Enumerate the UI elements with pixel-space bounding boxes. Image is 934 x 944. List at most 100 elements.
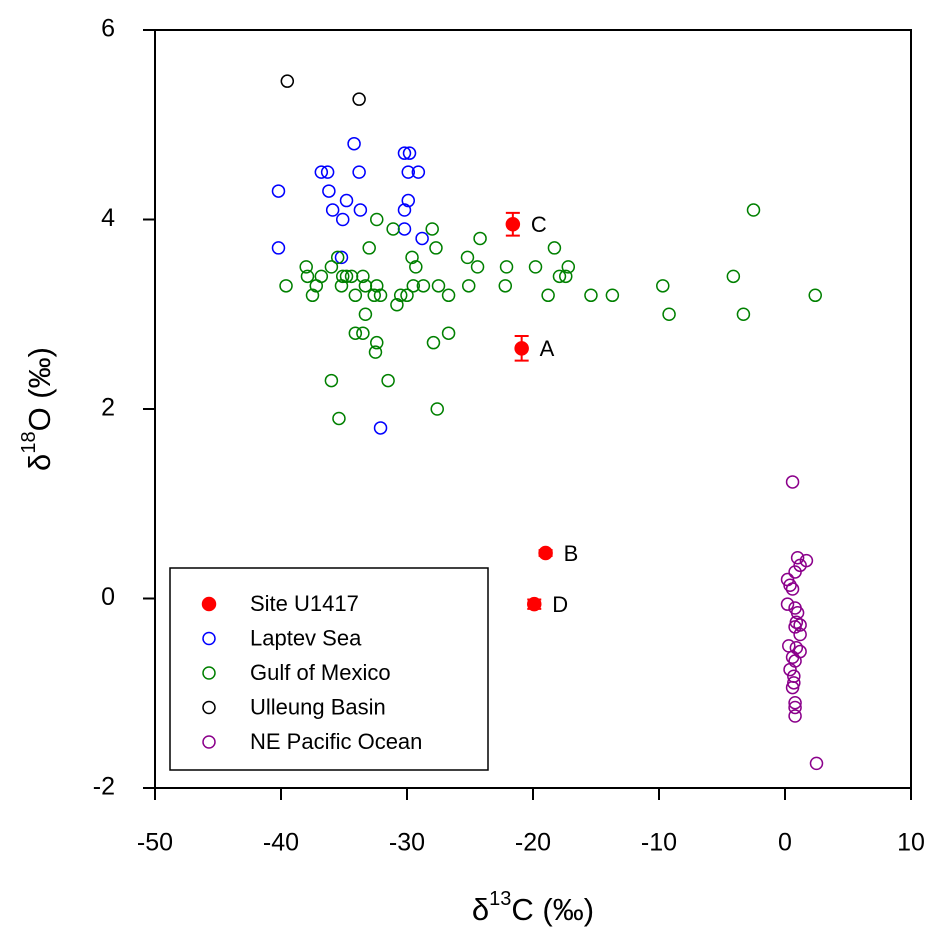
y-tick-label: -2 — [93, 773, 115, 801]
data-point — [397, 203, 412, 217]
y-axis-label: δ18O (‰) — [18, 347, 57, 471]
data-point — [552, 269, 567, 284]
data-point — [499, 260, 514, 274]
x-label-base: δ — [472, 892, 489, 927]
point-label: B — [564, 541, 579, 566]
data-point — [783, 662, 797, 677]
data-point — [541, 288, 555, 303]
data-point — [334, 250, 349, 265]
data-point — [271, 241, 286, 255]
x-axis-label: δ13C (‰) — [472, 888, 594, 927]
x-tick-label: 0 — [778, 829, 792, 857]
data-point — [347, 136, 361, 151]
data-point — [788, 565, 802, 579]
legend-frame — [169, 567, 489, 771]
data-point — [785, 680, 800, 695]
data-point — [305, 288, 320, 303]
point-label: C — [531, 212, 547, 237]
data-point — [785, 650, 800, 664]
data-point — [348, 288, 363, 303]
data-point — [400, 288, 414, 303]
data-point — [785, 582, 800, 596]
data-point — [461, 279, 476, 293]
data-point — [584, 288, 598, 303]
data-point — [367, 288, 381, 303]
data-point — [429, 241, 443, 255]
data-point — [430, 402, 444, 416]
data-point — [405, 250, 419, 265]
y-tick-label: 4 — [101, 204, 115, 232]
data-point — [559, 269, 573, 284]
data-point — [390, 298, 404, 312]
data-point — [381, 373, 395, 388]
x-tick-label: -30 — [389, 829, 425, 857]
data-point — [783, 578, 797, 592]
data-point — [498, 279, 513, 293]
data-point — [425, 222, 439, 236]
data-point — [348, 326, 363, 340]
data-point — [320, 165, 335, 179]
data-point — [790, 551, 805, 565]
data-point — [370, 212, 384, 227]
data-point — [790, 605, 805, 620]
x-label-rest: C (‰) — [511, 892, 594, 927]
y-tick-label: 6 — [101, 15, 115, 43]
x-tick-label: 10 — [897, 829, 925, 857]
data-point — [808, 288, 822, 303]
data-point — [431, 279, 446, 293]
data-point — [325, 203, 340, 217]
legend-marker — [202, 666, 216, 680]
point-label: D — [552, 592, 568, 617]
data-point — [561, 260, 576, 274]
data-point — [441, 288, 456, 303]
data-point — [314, 269, 329, 284]
data-point — [368, 345, 383, 359]
y-tick-label: 2 — [101, 394, 115, 422]
data-point — [356, 326, 370, 340]
data-point — [393, 288, 408, 303]
data-point — [460, 250, 475, 265]
data-point — [473, 231, 487, 246]
data-point — [411, 165, 426, 179]
data-point — [279, 279, 293, 293]
data-point — [401, 193, 416, 208]
legend-marker — [202, 631, 216, 646]
data-point — [324, 373, 339, 388]
data-point — [736, 307, 751, 321]
data-point — [370, 335, 384, 350]
legend-marker — [201, 596, 217, 612]
data-point — [788, 695, 802, 710]
data-point — [362, 241, 376, 255]
y-label-base: δ — [22, 454, 57, 471]
data-point — [300, 269, 315, 284]
data-point — [415, 231, 429, 246]
legend-marker — [202, 700, 216, 715]
data-point — [324, 260, 339, 274]
point-label: A — [540, 336, 555, 361]
y-tick-label: 0 — [101, 583, 115, 611]
data-point — [726, 269, 741, 284]
data-point — [785, 475, 800, 489]
x-tick-label: -50 — [137, 829, 173, 857]
data-point — [605, 288, 620, 303]
data-point — [656, 279, 670, 293]
legend-label: Laptev Sea — [250, 625, 362, 650]
data-point — [330, 250, 345, 265]
data-point — [335, 269, 350, 284]
y-label-sup: 18 — [18, 431, 40, 453]
data-point — [746, 203, 761, 217]
x-tick-label: -10 — [641, 829, 677, 857]
data-point — [356, 269, 370, 284]
data-point — [547, 241, 562, 255]
x-tick-label: -20 — [515, 829, 551, 857]
data-point — [373, 288, 388, 303]
data-point — [662, 307, 676, 321]
legend-label: Site U1417 — [250, 591, 359, 616]
legend-label: Gulf of Mexico — [250, 660, 391, 685]
data-point — [397, 222, 412, 236]
data-point — [352, 165, 366, 179]
data-point — [782, 639, 796, 653]
data-point — [470, 260, 485, 274]
data-point — [409, 260, 423, 274]
x-tick-label: -40 — [263, 829, 299, 857]
